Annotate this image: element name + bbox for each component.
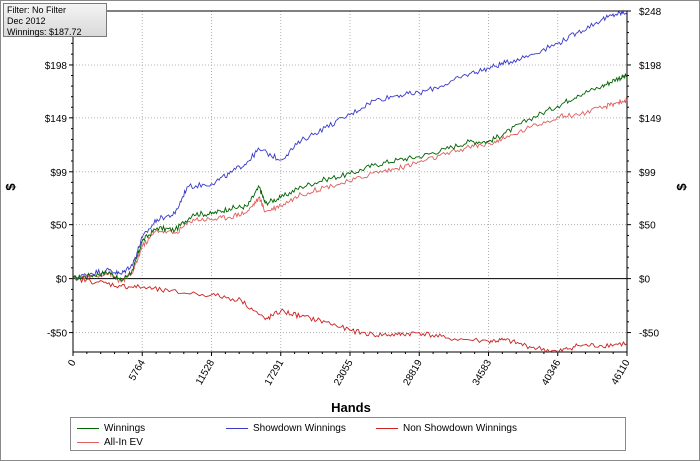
- x-tick-label: 0: [66, 358, 79, 369]
- winnings-label: Winnings: $187.72: [7, 27, 82, 37]
- x-tick-label: 17291: [263, 358, 287, 388]
- filter-info-box: Filter: No Filter Dec 2012 Winnings: $18…: [3, 3, 107, 37]
- legend-item-non-showdown: Non Showdown Winnings: [376, 423, 517, 434]
- y-tick-label-right: $0: [639, 275, 651, 286]
- legend-swatch-winnings: [77, 428, 99, 429]
- y-tick-label-right: $99: [639, 168, 656, 179]
- legend-item-winnings: Winnings: [77, 423, 145, 434]
- y-tick-label-right: $50: [639, 221, 656, 232]
- y-tick-label-left: $0: [56, 275, 68, 286]
- series-lines: [72, 9, 628, 353]
- x-tick-label: 40346: [540, 358, 564, 388]
- tick-labels: 0 5764 11528 17291 23055 28819 34583 40346 46110…: [45, 7, 662, 388]
- filter-label: Filter: No Filter: [7, 5, 67, 15]
- axes: [69, 10, 631, 356]
- x-tick-label: 5764: [127, 358, 148, 383]
- y-tick-label-right: $248: [639, 7, 662, 18]
- legend-swatch-non-showdown: [376, 428, 398, 429]
- legend-label-allin-ev: All-In EV: [104, 437, 143, 448]
- y-tick-label-right: $198: [639, 61, 662, 72]
- legend-swatch-allin-ev: [77, 442, 99, 443]
- legend-label-non-showdown: Non Showdown Winnings: [403, 423, 517, 434]
- period-label: Dec 2012: [7, 16, 46, 26]
- showdown-winnings-line: [72, 9, 628, 280]
- legend-label-showdown: Showdown Winnings: [253, 423, 346, 434]
- y-axis-title-left: $: [3, 183, 18, 191]
- legend-label-winnings: Winnings: [104, 423, 146, 434]
- x-axis-title: Hands: [331, 400, 371, 415]
- y-tick-label-right: -$50: [639, 329, 659, 340]
- y-tick-label-right: $149: [639, 114, 662, 125]
- legend-item-allin-ev: All-In EV: [77, 437, 143, 448]
- x-tick-label: 11528: [194, 358, 217, 387]
- all-in-ev-line: [72, 96, 628, 284]
- winnings-line: [72, 73, 628, 282]
- x-tick-label: 46110: [610, 358, 633, 387]
- grid: [73, 11, 627, 352]
- legend-swatch-showdown: [226, 428, 248, 429]
- y-tick-label-left: $198: [45, 61, 68, 72]
- x-tick-label: 23055: [332, 358, 356, 388]
- legend-item-showdown: Showdown Winnings: [226, 423, 346, 434]
- non-showdown-winnings-line: [72, 275, 628, 353]
- x-tick-label: 34583: [471, 358, 495, 388]
- y-axis-title-right: $: [674, 183, 689, 191]
- legend: Winnings Showdown Winnings Non Showdown …: [70, 417, 626, 451]
- y-tick-label-left: -$50: [47, 329, 67, 340]
- x-tick-label: 28819: [401, 358, 425, 388]
- y-tick-label-left: $149: [45, 114, 68, 125]
- y-tick-label-left: $99: [50, 168, 67, 179]
- y-tick-label-left: $50: [50, 221, 67, 232]
